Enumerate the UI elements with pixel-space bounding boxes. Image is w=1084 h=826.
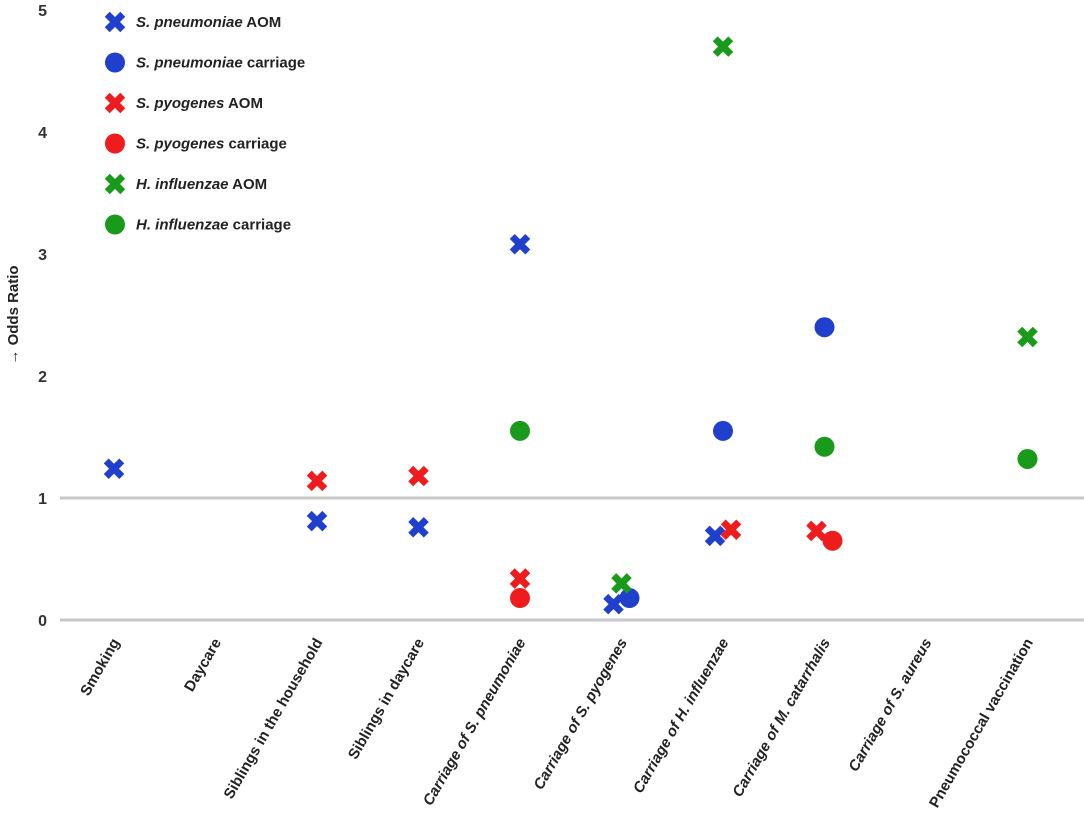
y-axis-label: → Odds Ratio: [5, 265, 22, 364]
legend-label-species: S. pneumoniae: [136, 55, 243, 72]
x-category-label: Siblings in daycare: [345, 636, 428, 763]
y-tick-label: 3: [38, 247, 47, 264]
cross-point-h-influenzae-aom-bar-b: [611, 573, 632, 594]
y-tick-label: 0: [38, 613, 47, 630]
y-tick-label: 1: [38, 491, 47, 508]
cross-point-s-pyogenes-aom: [720, 519, 742, 540]
x-category-label: Carriage of H. influenzae: [630, 636, 733, 797]
x-category-label-text: Pneumococcal vaccination: [926, 636, 1037, 811]
cross-point-s-pneumoniae-aom: [306, 510, 328, 532]
legend-label: S. pneumoniae AOM: [136, 14, 281, 31]
circle-point-s-pneumoniae-carriage: [814, 317, 835, 338]
legend-marker-3: [105, 133, 125, 154]
x-category-label: Daycare: [181, 636, 225, 695]
legend-label-species: S. pyogenes: [136, 95, 224, 112]
x-category-label: Carriage of M. catarrhalis: [729, 636, 834, 800]
legend-label-kind: AOM: [229, 176, 268, 193]
legend-label-species: S. pneumoniae: [136, 14, 243, 31]
x-category-label-italic: Carriage of S. pyogenes: [530, 636, 631, 793]
x-category-label-text: Smoking: [77, 636, 123, 699]
cross-point-s-pneumoniae-aom: [704, 525, 726, 547]
x-category-label: Siblings in the household: [220, 636, 326, 803]
cross-point-s-pyogenes-aom-bar-b: [306, 470, 328, 492]
cross-point-s-pneumoniae-aom: [103, 458, 125, 479]
x-category-label-text: Daycare: [181, 636, 225, 695]
circle-point-h-influenzae-carriage: [1017, 448, 1038, 469]
cross-point-s-pneumoniae-aom: [603, 593, 624, 615]
cross-point-s-pneumoniae-aom-bar-b: [704, 525, 726, 547]
legend-label: S. pneumoniae carriage: [136, 55, 305, 72]
x-category-label-italic: Carriage of S. pneumoniae: [420, 636, 530, 809]
cross-point-s-pyogenes-aom-bar-b: [509, 568, 531, 589]
cross-point-s-pneumoniae-aom: [408, 517, 429, 538]
cross-point-s-pyogenes-aom: [806, 520, 827, 542]
cross-point-s-pyogenes-aom-bar-b: [720, 519, 742, 540]
x-category-label: Pneumococcal vaccination: [926, 636, 1037, 811]
legend-marker-0: [104, 11, 126, 33]
circle-point-s-pneumoniae-carriage: [713, 420, 733, 441]
cross-point-h-influenzae-aom: [1017, 326, 1038, 348]
legend-label-kind: carriage: [224, 136, 287, 153]
cross-point-s-pyogenes-aom-bar-b: [408, 465, 429, 487]
circle-point-h-influenzae-carriage: [814, 436, 835, 457]
legend-marker-5: [105, 214, 125, 235]
legend-label: S. pyogenes AOM: [136, 95, 263, 112]
circle-point-s-pyogenes-carriage: [510, 588, 530, 609]
y-axis-ticks: 0 1 2 3 4 5: [38, 3, 47, 630]
legend-label-species: H. influenzae: [136, 217, 229, 234]
cross-point-s-pneumoniae-aom-bar-b: [103, 458, 125, 479]
legend-label-kind: carriage: [243, 55, 306, 72]
cross-point-s-pyogenes-aom: [408, 465, 429, 487]
x-category-label-italic: Carriage of M. catarrhalis: [729, 636, 834, 800]
legend-label-kind: carriage: [229, 217, 292, 234]
cross-point-h-influenzae-aom-bar-b: [712, 36, 734, 57]
y-tick-label: 5: [38, 3, 47, 20]
cross-point-s-pyogenes-aom-bar-b: [806, 520, 827, 542]
cross-point-s-pneumoniae-aom-bar-b: [306, 510, 328, 532]
legend-label-species: H. influenzae: [136, 176, 229, 193]
x-category-label: Smoking: [77, 636, 123, 699]
legend-label: S. pyogenes carriage: [136, 136, 287, 153]
x-category-label: Carriage of S. aureus: [845, 636, 935, 775]
legend-marker-0-bar-b: [104, 11, 126, 33]
legend-marker-1: [105, 52, 125, 73]
x-category-label: Carriage of S. pneumoniae: [420, 636, 530, 809]
circle-point-h-influenzae-carriage: [510, 420, 530, 441]
cross-point-h-influenzae-aom-bar-b: [1017, 326, 1038, 348]
reference-lines: [60, 496, 1084, 622]
x-category-label-text: Siblings in the household: [220, 636, 326, 803]
legend-label-kind: AOM: [243, 14, 282, 31]
cross-point-s-pneumoniae-aom: [509, 233, 531, 255]
y-tick-label: 4: [38, 125, 47, 142]
cross-point-s-pneumoniae-aom-bar-b: [509, 233, 531, 255]
cross-point-h-influenzae-aom: [611, 573, 632, 594]
data-points: [103, 36, 1038, 615]
x-category-label-text: Siblings in daycare: [345, 636, 428, 763]
x-category-label-italic: Carriage of H. influenzae: [630, 636, 733, 797]
cross-point-s-pyogenes-aom: [306, 470, 328, 492]
legend-marker-4-bar-b: [104, 173, 126, 195]
cross-point-s-pneumoniae-aom-bar-b: [408, 517, 429, 538]
cross-point-s-pneumoniae-aom-bar-b: [603, 593, 624, 615]
legend-label-kind: AOM: [224, 95, 263, 112]
x-category-label: Carriage of S. pyogenes: [530, 636, 631, 793]
circle-point-s-pyogenes-carriage: [822, 530, 843, 551]
legend-marker-4: [104, 173, 126, 195]
cross-point-s-pyogenes-aom: [509, 568, 531, 589]
legend-marker-2-bar-b: [104, 92, 126, 114]
legend-label-species: S. pyogenes: [136, 136, 224, 153]
cross-point-h-influenzae-aom: [712, 36, 734, 57]
y-tick-label: 2: [38, 369, 47, 386]
legend-label: H. influenzae AOM: [136, 176, 267, 193]
legend-label: H. influenzae carriage: [136, 217, 291, 234]
circle-point-s-pneumoniae-carriage: [619, 588, 640, 609]
legend-marker-2: [104, 92, 126, 114]
x-category-label-italic: Carriage of S. aureus: [845, 636, 935, 775]
